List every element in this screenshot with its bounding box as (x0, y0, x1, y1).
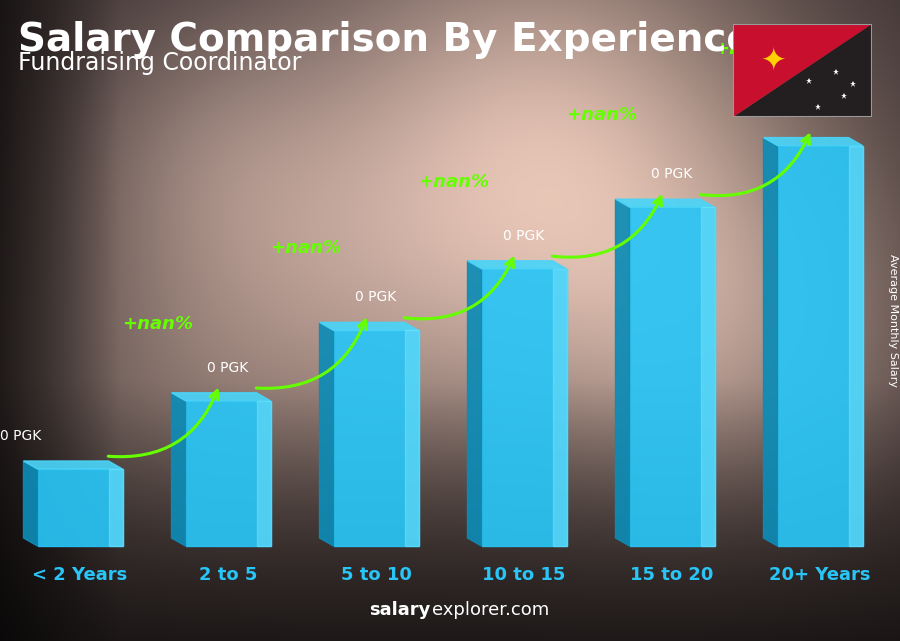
Polygon shape (404, 330, 419, 546)
Text: 5 to 10: 5 to 10 (340, 566, 411, 584)
Polygon shape (172, 393, 271, 401)
Polygon shape (763, 138, 862, 146)
Polygon shape (38, 469, 122, 546)
Polygon shape (849, 146, 862, 546)
Text: Fundraising Coordinator: Fundraising Coordinator (18, 51, 302, 75)
Text: 0 PGK: 0 PGK (799, 106, 841, 120)
Polygon shape (334, 330, 418, 546)
Polygon shape (109, 469, 122, 546)
Polygon shape (763, 138, 778, 546)
Text: < 2 Years: < 2 Years (32, 566, 128, 584)
Polygon shape (320, 322, 419, 330)
Text: 0 PGK: 0 PGK (207, 361, 248, 375)
Text: Salary Comparison By Experience: Salary Comparison By Experience (18, 21, 752, 59)
Text: +nan%: +nan% (122, 315, 193, 333)
Polygon shape (467, 261, 482, 546)
Polygon shape (23, 461, 122, 469)
Polygon shape (733, 24, 872, 117)
Polygon shape (185, 401, 271, 546)
Polygon shape (23, 461, 38, 546)
Polygon shape (482, 269, 566, 546)
Text: +nan%: +nan% (566, 106, 637, 124)
Text: 0 PGK: 0 PGK (356, 290, 397, 304)
Text: ✦: ✦ (760, 46, 786, 76)
Polygon shape (256, 401, 271, 546)
Text: 0 PGK: 0 PGK (503, 229, 544, 243)
Polygon shape (616, 199, 629, 546)
Polygon shape (553, 269, 566, 546)
Text: +nan%: +nan% (270, 239, 341, 258)
Text: 2 to 5: 2 to 5 (199, 566, 257, 584)
Polygon shape (320, 322, 334, 546)
Polygon shape (172, 393, 185, 546)
Text: 15 to 20: 15 to 20 (630, 566, 714, 584)
Text: +nan%: +nan% (714, 40, 785, 58)
Text: 20+ Years: 20+ Years (770, 566, 871, 584)
Polygon shape (733, 24, 872, 117)
Text: explorer.com: explorer.com (432, 601, 549, 619)
Polygon shape (700, 207, 715, 546)
Text: +nan%: +nan% (418, 173, 489, 191)
Text: Average Monthly Salary: Average Monthly Salary (888, 254, 898, 388)
Polygon shape (616, 199, 715, 207)
Polygon shape (467, 261, 566, 269)
Text: 0 PGK: 0 PGK (652, 167, 693, 181)
Polygon shape (629, 207, 715, 546)
Polygon shape (778, 146, 862, 546)
Text: 0 PGK: 0 PGK (0, 429, 41, 443)
Text: 10 to 15: 10 to 15 (482, 566, 566, 584)
Text: salary: salary (369, 601, 430, 619)
